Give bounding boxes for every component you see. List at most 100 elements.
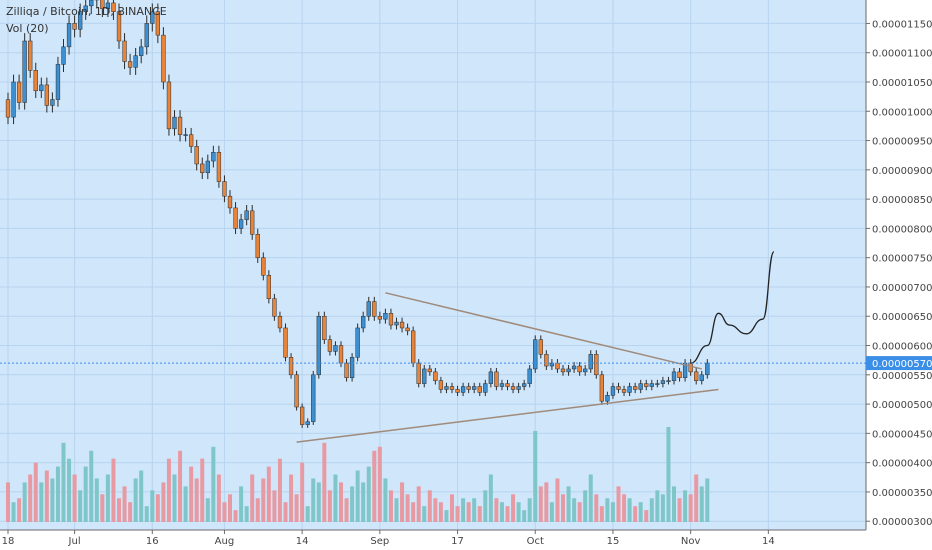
volume-bar — [261, 478, 266, 522]
volume-bar — [522, 510, 527, 522]
volume-bar — [516, 502, 521, 522]
volume-bar — [666, 427, 671, 522]
candle-body — [272, 298, 277, 317]
volume-bar — [78, 490, 83, 522]
candle-body — [89, 0, 94, 7]
trendlines — [0, 251, 866, 443]
price-tick-label: 0.00000550 — [872, 371, 932, 382]
candle-body — [255, 234, 260, 258]
volume-label: Vol (20) — [6, 22, 49, 35]
candle-body — [677, 371, 682, 378]
candle-body — [599, 374, 605, 402]
candle-body — [399, 321, 405, 329]
time-axis[interactable] — [0, 530, 866, 550]
candle-body — [61, 46, 66, 65]
candle-body — [161, 34, 166, 83]
time-tick-label: Oct — [527, 536, 544, 547]
volume-bar — [233, 510, 238, 522]
price-tick-label: 0.00000650 — [872, 312, 932, 323]
candle-body — [594, 354, 599, 376]
volume-bar — [527, 498, 532, 522]
volume-bar — [300, 462, 305, 522]
candle-body — [372, 301, 377, 317]
volume-bar — [344, 498, 349, 522]
candle-body — [510, 386, 516, 390]
price-tick-label: 0.00000600 — [872, 342, 932, 353]
volume-bar — [305, 506, 310, 522]
candle-body — [266, 274, 272, 299]
candle-body — [349, 356, 355, 378]
candle-body — [100, 0, 105, 10]
candle-body — [533, 339, 538, 370]
price-tick-label: 0.00000850 — [872, 195, 932, 206]
candle-body — [566, 368, 571, 373]
volume-bar — [588, 474, 593, 522]
candle-body — [383, 313, 388, 320]
volume-bar — [433, 498, 438, 522]
volume-bar — [400, 482, 405, 522]
price-tick-label: 0.00000950 — [872, 137, 932, 148]
candle-body — [555, 362, 560, 370]
volume-bar — [322, 442, 327, 522]
triangle-trendline — [385, 292, 702, 370]
candle-body — [72, 23, 77, 30]
volume-bar — [683, 490, 688, 522]
volume-bar — [544, 482, 549, 522]
volume-bar — [339, 482, 343, 522]
candle-body — [216, 152, 222, 182]
volume-bar — [377, 446, 382, 522]
volume-bar — [438, 502, 443, 522]
volume-bar — [372, 450, 377, 522]
volume-bar — [622, 494, 627, 522]
candle-body — [549, 362, 555, 367]
candle-body — [150, 11, 155, 24]
candle-body — [527, 368, 532, 384]
volume-bar — [577, 502, 582, 522]
candle-body — [172, 116, 177, 130]
candle-body — [183, 134, 188, 136]
volume-bar — [111, 458, 116, 522]
volume-bar — [477, 506, 482, 522]
candle-body — [644, 383, 649, 387]
volume-bar — [250, 474, 255, 522]
candle-body — [200, 163, 205, 174]
volume-bar — [533, 430, 538, 522]
candle-body — [621, 389, 627, 393]
volume-bar — [450, 494, 454, 522]
candle-body — [294, 374, 299, 408]
candle-body — [449, 386, 455, 390]
time-tick-label: 14 — [762, 536, 775, 547]
candle-body — [583, 368, 588, 373]
time-tick-label: 17 — [451, 536, 464, 547]
current-price-value: 0.00000570 — [872, 359, 932, 370]
volume-bar — [155, 494, 160, 522]
candle-body — [538, 339, 543, 355]
volume-bar — [383, 478, 388, 522]
price-tick-label: 0.00000400 — [872, 459, 932, 470]
volume-bar — [55, 466, 60, 522]
price-axis[interactable] — [866, 0, 932, 550]
volume-bar — [17, 498, 22, 522]
candle-body — [338, 345, 344, 364]
candle-body — [660, 380, 666, 384]
volume-bar — [94, 478, 99, 522]
volume-bar — [6, 482, 10, 522]
plot-background — [0, 0, 866, 530]
price-tick-label: 0.00001000 — [872, 107, 932, 118]
volume-bar — [672, 486, 676, 522]
candle-body — [472, 386, 477, 390]
price-tick-label: 0.00000300 — [872, 517, 932, 528]
volume-bar — [61, 442, 66, 522]
candle-body — [105, 2, 111, 10]
volume-bar — [22, 482, 27, 522]
volume-bar — [50, 478, 55, 522]
candle-body — [166, 81, 172, 130]
volume-bar — [616, 486, 621, 522]
volume-bar — [633, 506, 638, 522]
candle-body — [488, 371, 494, 384]
time-tick-labels: 18 Jul 16 Aug 14 Sep 17 Oct 15 Nov 14 — [2, 530, 775, 547]
volume-bar — [705, 478, 710, 522]
candle-body — [655, 383, 660, 385]
